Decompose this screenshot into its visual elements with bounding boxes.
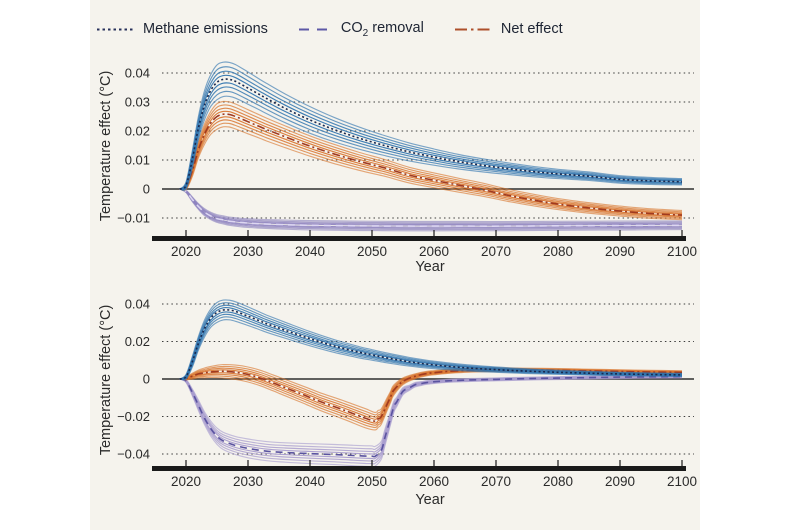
x-tick-label: 2050: [357, 244, 387, 259]
y-tick-label: −0.04: [117, 447, 150, 462]
ensemble-member-line: [179, 116, 683, 217]
ensemble-member-line: [179, 110, 683, 215]
ensemble-member-line: [179, 375, 683, 451]
legend-label-net-effect: Net effect: [500, 21, 563, 38]
ensemble-member-line: [179, 70, 683, 190]
ensemble-member-line: [179, 376, 683, 462]
ensemble-member-line: [179, 107, 683, 214]
y-tick-label: 0: [143, 372, 150, 387]
ensemble-member-line: [179, 316, 683, 381]
x-tick-label: 2100: [667, 474, 697, 489]
y-tick-label: −0.02: [117, 409, 150, 424]
ensemble-member-line: [179, 104, 683, 213]
y-tick-label: 0: [143, 182, 150, 197]
net-effect-line-icon: [454, 28, 491, 31]
ensemble-member-line: [179, 119, 683, 218]
ensemble-member-line: [179, 188, 683, 225]
x-tick-label: 2060: [419, 244, 449, 259]
ensemble-member-line: [179, 304, 683, 380]
ensemble-member-line: [179, 100, 683, 212]
y-tick-label: 0.02: [125, 124, 150, 139]
ensemble-member-line: [179, 188, 683, 232]
x-axis-bar: [152, 466, 686, 471]
x-tick-label: 2020: [171, 244, 201, 259]
y-tick-label: 0.03: [125, 95, 150, 110]
ensemble-center-line: [179, 308, 683, 380]
ensemble-member-line: [179, 122, 683, 219]
x-axis-title-top: Year: [415, 259, 445, 275]
legend-item-co2-removal: CO2 removal: [298, 20, 424, 39]
ensemble-member-line: [179, 188, 683, 223]
x-tick-label: 2070: [481, 474, 511, 489]
methane-line-icon: [97, 28, 133, 31]
ensemble-member-line: [179, 66, 683, 190]
y-tick-label: 0.01: [125, 153, 150, 168]
legend-label-methane: Methane emissions: [143, 21, 268, 38]
ensemble-center-line: [179, 188, 683, 227]
x-tick-label: 2020: [171, 474, 201, 489]
x-tick-label: 2050: [357, 474, 387, 489]
x-tick-label: 2080: [543, 474, 573, 489]
ensemble-member-line: [179, 302, 683, 380]
x-tick-label: 2100: [667, 244, 697, 259]
ensemble-center-line: [179, 113, 683, 216]
x-tick-label: 2030: [233, 244, 263, 259]
x-axis-title-bottom: Year: [415, 492, 445, 508]
y-tick-label: 0.04: [125, 297, 150, 312]
ensemble-member-line: [179, 188, 683, 224]
legend-item-methane: Methane emissions: [96, 21, 268, 37]
legend: Methane emissions CO2 removal Net effect: [96, 20, 563, 39]
figure-background: [90, 0, 700, 530]
x-tick-label: 2060: [419, 474, 449, 489]
x-tick-label: 2090: [605, 474, 635, 489]
x-tick-label: 2040: [295, 244, 325, 259]
x-tick-label: 2070: [481, 244, 511, 259]
ensemble-member-line: [179, 86, 683, 191]
x-tick-label: 2040: [295, 474, 325, 489]
legend-label-co2-removal: CO2 removal: [340, 20, 424, 39]
ensemble-member-line: [179, 376, 683, 465]
x-tick-label: 2030: [233, 474, 263, 489]
ensemble-member-line: [179, 82, 683, 190]
ensemble-member-line: [179, 299, 683, 380]
ensemble-member-line: [179, 374, 683, 448]
ensemble-center-line: [179, 375, 683, 458]
ensemble-member-line: [179, 61, 683, 190]
ensemble-member-line: [179, 376, 683, 460]
y-tick-label: −0.01: [117, 211, 150, 226]
co2-removal-line-icon: [298, 28, 331, 31]
ensemble-member-line: [179, 188, 683, 231]
ensemble-member-line: [179, 126, 683, 221]
y-tick-label: 0.02: [125, 334, 150, 349]
ensemble-member-line: [179, 74, 683, 190]
x-tick-label: 2080: [543, 244, 573, 259]
ensemble-member-line: [179, 319, 683, 381]
ensemble-member-line: [179, 95, 683, 192]
x-tick-label: 2090: [605, 244, 635, 259]
y-tick-label: 0.04: [125, 66, 150, 81]
ensemble-member-line: [179, 90, 683, 191]
legend-item-net-effect: Net effect: [454, 21, 563, 37]
x-axis-bar: [152, 236, 686, 241]
